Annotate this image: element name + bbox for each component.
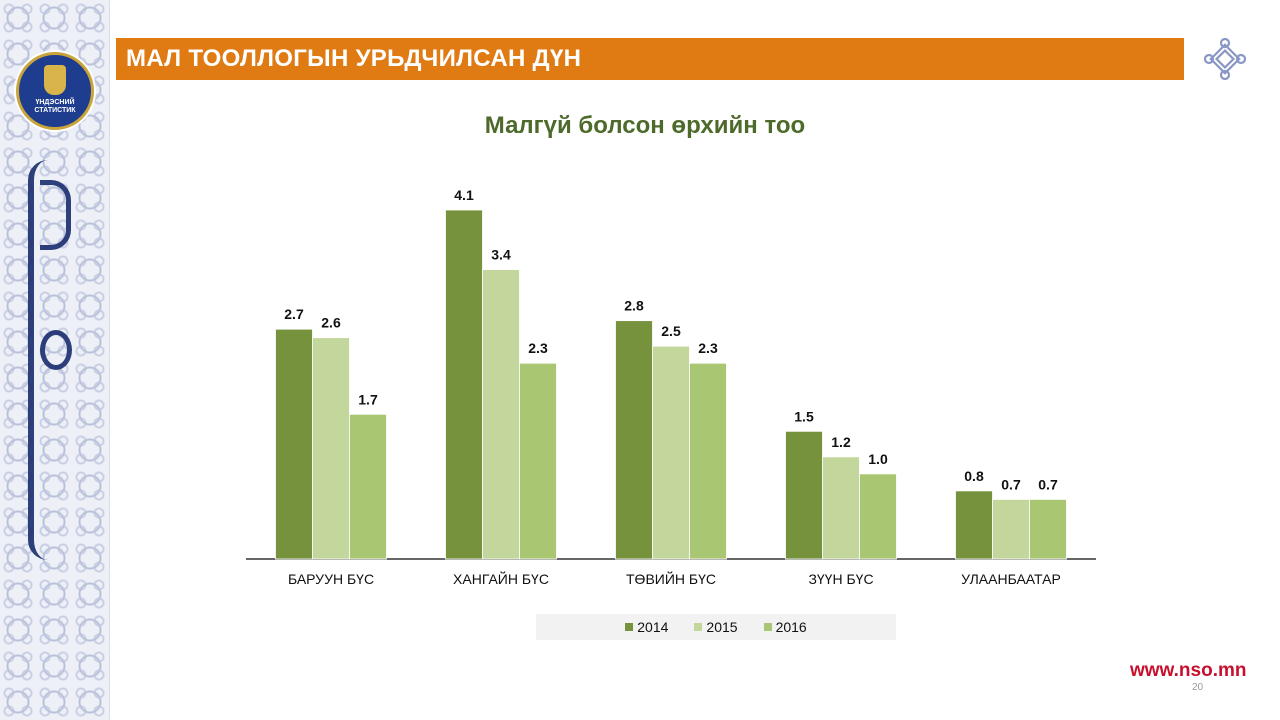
data-label-2014-2: 2.8: [624, 298, 644, 314]
bar-2015-3: [822, 456, 860, 560]
legend-label-2016: 2016: [775, 619, 807, 635]
bar-2016-0: [349, 413, 387, 560]
data-label-2016-0: 1.7: [358, 391, 378, 407]
data-label-2014-1: 4.1: [454, 187, 474, 203]
page-title: МАЛ ТООЛЛОГЫН УРЬДЧИЛСАН ДҮН: [126, 45, 582, 72]
bar-2014-4: [955, 490, 993, 560]
legend-label-2015: 2015: [706, 619, 738, 635]
category-label-1: ХАНГАЙН БҮС: [453, 570, 549, 587]
soyombo-emblem-icon: [44, 65, 66, 95]
data-label-2016-3: 1.0: [868, 451, 888, 467]
category-label-4: УЛААНБААТАР: [961, 571, 1061, 587]
bar-2016-1: [519, 362, 557, 560]
data-label-2014-0: 2.7: [284, 306, 304, 322]
website-url[interactable]: www.nso.mn: [1130, 660, 1247, 681]
legend-label-2014: 2014: [637, 619, 669, 635]
bar-2015-1: [482, 269, 520, 560]
bar-2016-3: [859, 473, 897, 560]
category-label-2: ТӨВИЙН БҮС: [626, 570, 716, 587]
bar-2014-3: [785, 430, 823, 560]
legend-item-2016: 2016: [763, 619, 807, 635]
category-label-3: ЗҮҮН БҮС: [808, 571, 873, 587]
bar-2016-4: [1029, 499, 1067, 560]
data-label-2015-0: 2.6: [321, 315, 341, 331]
bar-2014-0: [275, 328, 313, 560]
mongol-script-decoration: [28, 160, 78, 560]
bar-2015-0: [312, 337, 350, 560]
data-label-2014-4: 0.8: [964, 468, 984, 484]
logo-text: ҮНДЭСНИЙ СТАТИСТИК: [19, 99, 91, 115]
ornamental-side-strip: ҮНДЭСНИЙ СТАТИСТИК: [0, 0, 110, 720]
endless-knot-icon: [1204, 38, 1246, 80]
bar-2016-2: [689, 362, 727, 560]
bar-2015-2: [652, 345, 690, 560]
legend-swatch-2016: [763, 623, 772, 631]
bar-chart: 2.7 2.6 1.7 БАРУУН БҮС 4.1 3.4 2.3 ХАНГАЙН БҮС 2…: [246, 187, 1096, 587]
data-label-2016-4: 0.7: [1038, 476, 1058, 492]
logo-text-line2: СТАТИСТИК: [34, 107, 76, 114]
logo-text-line1: ҮНДЭСНИЙ: [35, 99, 75, 106]
legend-item-2015: 2015: [694, 619, 738, 635]
category-label-0: БАРУУН БҮС: [288, 571, 374, 587]
chart-legend: 2014 2015 2016: [536, 614, 896, 640]
legend-swatch-2015: [694, 623, 703, 631]
data-label-2016-2: 2.3: [698, 340, 718, 356]
legend-item-2014: 2014: [625, 619, 668, 635]
data-label-2015-2: 2.5: [661, 323, 681, 339]
nso-logo-icon: ҮНДЭСНИЙ СТАТИСТИК: [16, 52, 94, 130]
chart-title: Малгүй болсон өрхийн тоо: [484, 112, 806, 139]
data-label-2015-3: 1.2: [831, 434, 851, 450]
bar-2015-4: [992, 499, 1030, 560]
data-label-2015-1: 3.4: [491, 247, 511, 263]
data-label-2014-3: 1.5: [794, 408, 814, 424]
header-bar: МАЛ ТООЛЛОГЫН УРЬДЧИЛСАН ДҮН: [116, 38, 1184, 80]
legend-swatch-2014: [625, 623, 634, 631]
bar-2014-2: [615, 320, 653, 560]
data-label-2016-1: 2.3: [528, 340, 548, 356]
page-number: 20: [1192, 682, 1204, 693]
data-label-2015-4: 0.7: [1001, 476, 1021, 492]
bar-2014-1: [445, 209, 483, 560]
